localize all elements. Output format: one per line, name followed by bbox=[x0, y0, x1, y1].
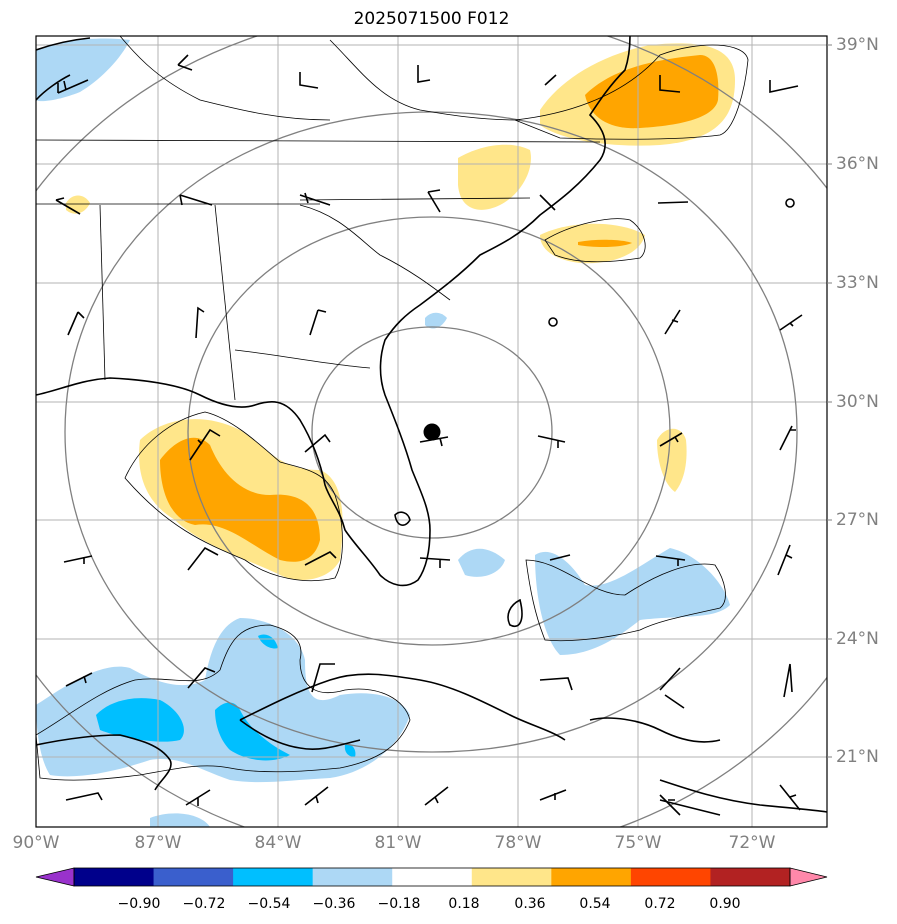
colorbar-segment bbox=[392, 868, 473, 886]
colorbar-tick-label: −0.72 bbox=[182, 896, 226, 912]
coastlines bbox=[36, 36, 827, 816]
positive-core-virginia bbox=[585, 55, 719, 129]
negative-core-caribbean-west bbox=[96, 698, 184, 742]
lon-label: 90°W bbox=[12, 833, 60, 853]
negative-core-caribbean-mid bbox=[215, 702, 290, 761]
lat-ticks bbox=[827, 44, 832, 758]
wind-barbs bbox=[55, 54, 803, 816]
colorbar-tick-label: −0.90 bbox=[117, 896, 161, 912]
colorbar-tick-label: 0.90 bbox=[709, 896, 741, 912]
negative-region-caribbean bbox=[36, 618, 410, 783]
negative-region-bottom bbox=[150, 813, 210, 827]
negative-region-small-ga bbox=[425, 312, 447, 329]
negative-core-small-2 bbox=[344, 744, 356, 757]
range-ring-3 bbox=[64, 111, 798, 753]
colorbar-segment bbox=[710, 868, 791, 886]
positive-core-gulf bbox=[160, 437, 320, 562]
lat-label: 36°N bbox=[836, 154, 879, 174]
lat-label: 33°N bbox=[836, 273, 879, 293]
map-plot-area bbox=[36, 36, 827, 827]
range-rings bbox=[36, 36, 827, 827]
lat-label: 27°N bbox=[836, 510, 879, 530]
lon-label: 78°W bbox=[494, 833, 542, 853]
colorbar-segment bbox=[153, 868, 234, 886]
colorbar-tick-label: −0.18 bbox=[377, 896, 421, 912]
colorbar-segment bbox=[312, 868, 393, 886]
lat-label: 24°N bbox=[836, 629, 879, 649]
lon-label: 81°W bbox=[374, 833, 422, 853]
gridlines bbox=[36, 36, 827, 827]
negative-region-northwest bbox=[36, 38, 130, 102]
contour-outlines bbox=[36, 44, 749, 781]
colorbar-segment bbox=[471, 868, 552, 886]
negative-core-small-1 bbox=[258, 634, 278, 649]
colorbar-tick-label: −0.54 bbox=[247, 896, 291, 912]
colorbar-tick-label: 0.18 bbox=[448, 896, 480, 912]
lon-label: 72°W bbox=[728, 833, 776, 853]
negative-region-small-bahama bbox=[458, 548, 505, 577]
positive-region-nc bbox=[458, 144, 531, 210]
lat-label: 21°N bbox=[836, 747, 879, 767]
colorbar-tick-label: 0.72 bbox=[644, 896, 676, 912]
map-frame bbox=[35, 35, 828, 828]
colorbar-segment bbox=[551, 868, 632, 886]
calm-circle bbox=[548, 317, 558, 327]
lon-label: 75°W bbox=[614, 833, 662, 853]
map-title: 2025071500 F012 bbox=[353, 9, 510, 29]
colorbar-segment bbox=[630, 868, 711, 886]
positive-core-offshore bbox=[578, 239, 632, 248]
storm-center-marker bbox=[423, 423, 441, 441]
colorbar-segment bbox=[233, 868, 314, 886]
range-ring-1 bbox=[311, 326, 553, 539]
positive-region-east bbox=[657, 428, 687, 492]
range-ring-2 bbox=[187, 216, 671, 646]
negative-region-bahamas bbox=[535, 548, 730, 655]
state-borders bbox=[36, 36, 601, 401]
lon-label: 87°W bbox=[134, 833, 182, 853]
colorbar-segment bbox=[74, 868, 155, 886]
colorbar-tick-label: 0.36 bbox=[514, 896, 546, 912]
colorbar-tick-label: −0.36 bbox=[312, 896, 356, 912]
lon-label: 84°W bbox=[254, 833, 302, 853]
colorbar-tick-label: 0.54 bbox=[579, 896, 611, 912]
calm-circle bbox=[785, 198, 795, 208]
lat-label: 30°N bbox=[836, 392, 879, 412]
lat-label: 39°N bbox=[836, 35, 879, 55]
colorbar bbox=[35, 867, 828, 887]
